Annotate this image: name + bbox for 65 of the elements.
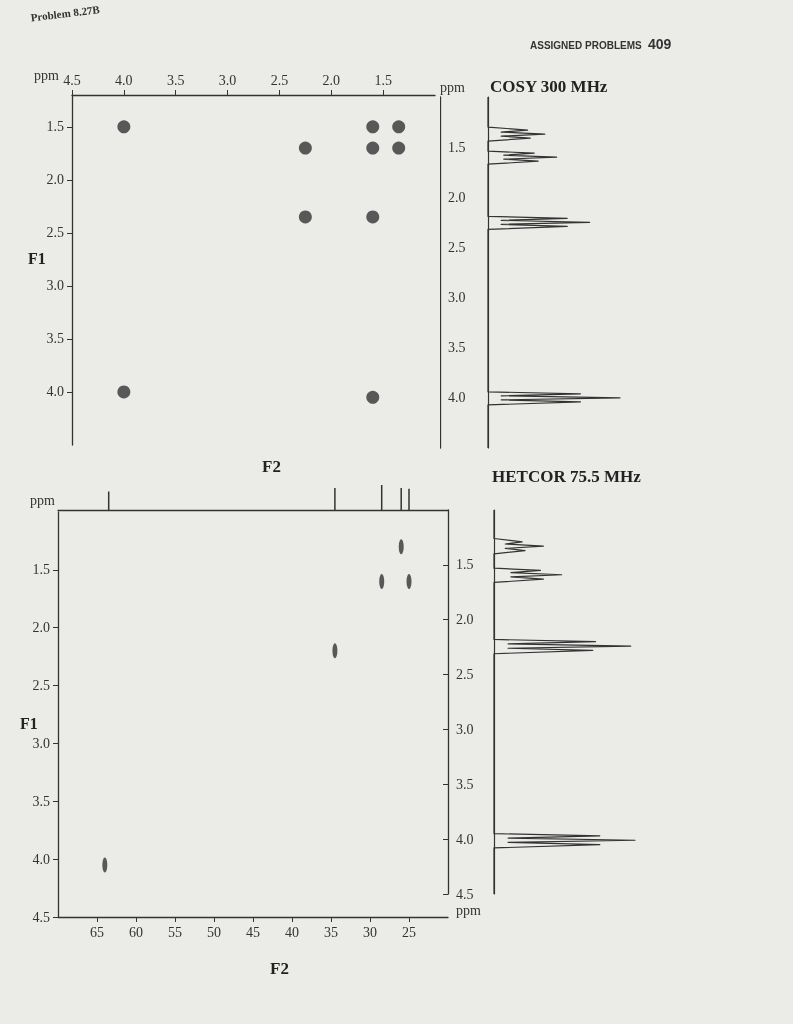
y-tick-label: 3.0 [46, 278, 64, 294]
y-tick-label: 2.5 [46, 225, 64, 241]
y-tick-label: 2.0 [456, 612, 474, 628]
y-tick-label: 4.5 [32, 909, 50, 925]
y-tick-label: 2.5 [32, 678, 50, 694]
y-tick-label: 4.0 [448, 390, 466, 406]
point [366, 390, 380, 404]
y-tick-label: 3.5 [456, 776, 474, 792]
y-tick-label: 4.5 [456, 886, 474, 902]
x-tick-label: 60 [129, 924, 143, 940]
point [298, 210, 312, 224]
x-axis-title: F2 [270, 959, 289, 978]
text: ppm [440, 79, 465, 95]
y-tick-label: 3.5 [448, 340, 466, 356]
x-tick-label: 4.0 [115, 72, 133, 88]
point [298, 141, 312, 155]
x-tick-label: 30 [363, 924, 377, 940]
y-tick-label: 4.0 [32, 851, 50, 867]
y-tick-label: 3.0 [32, 735, 50, 751]
y-tick-label: 4.0 [456, 831, 474, 847]
x-tick-label: 1.5 [374, 72, 392, 88]
x-tick-label: 2.0 [322, 72, 341, 88]
x-tick-label: 65 [90, 924, 104, 940]
y-tick-label: 2.0 [448, 189, 466, 205]
point [366, 210, 380, 224]
y-tick-label: 1.5 [46, 119, 64, 135]
y-tick-label: 2.5 [448, 239, 466, 255]
y-tick-label: 3.0 [448, 290, 466, 306]
chart-title: COSY 300 MHz [490, 77, 608, 96]
y-tick-label: 3.5 [32, 793, 50, 809]
x-tick-label: 45 [246, 924, 260, 940]
text: Problem 8.27B [29, 3, 101, 24]
point [117, 120, 131, 134]
y-axis-title: F1 [28, 249, 46, 267]
point [392, 141, 406, 155]
y-tick-label: 2.0 [32, 620, 50, 636]
x-tick-label: 2.5 [270, 72, 289, 88]
chart-title: HETCOR 75.5 MHz [492, 467, 642, 486]
x-tick-label: 3.5 [166, 72, 185, 88]
point [117, 385, 131, 399]
y-tick-label: 2.5 [456, 667, 474, 683]
y-tick-label: 2.0 [46, 172, 64, 188]
text: ASSIGNED PROBLEMS [530, 39, 643, 51]
x-tick-label: 4.5 [63, 72, 81, 88]
x-tick-label: 55 [168, 924, 182, 940]
y-tick-label: 1.5 [456, 557, 474, 573]
x-tick-label: 40 [285, 924, 299, 940]
y-tick-label: 1.5 [448, 139, 466, 155]
x-tick-label: 3.0 [218, 72, 237, 88]
point [392, 120, 406, 134]
point [366, 141, 380, 155]
point [366, 120, 380, 134]
y-tick-label: 3.0 [456, 721, 474, 737]
text: 409 [648, 36, 672, 52]
text: ppm [30, 492, 55, 508]
x-tick-label: 35 [324, 924, 338, 940]
text: ppm [456, 902, 481, 918]
x-axis-title: F2 [262, 457, 281, 476]
text: ppm [34, 67, 59, 83]
x-tick-label: 25 [402, 924, 416, 940]
y-tick-label: 1.5 [32, 562, 50, 578]
y-tick-label: 3.5 [46, 331, 64, 347]
x-tick-label: 50 [207, 924, 221, 940]
y-tick-label: 4.0 [46, 384, 64, 400]
y-axis-title: F1 [20, 714, 38, 732]
